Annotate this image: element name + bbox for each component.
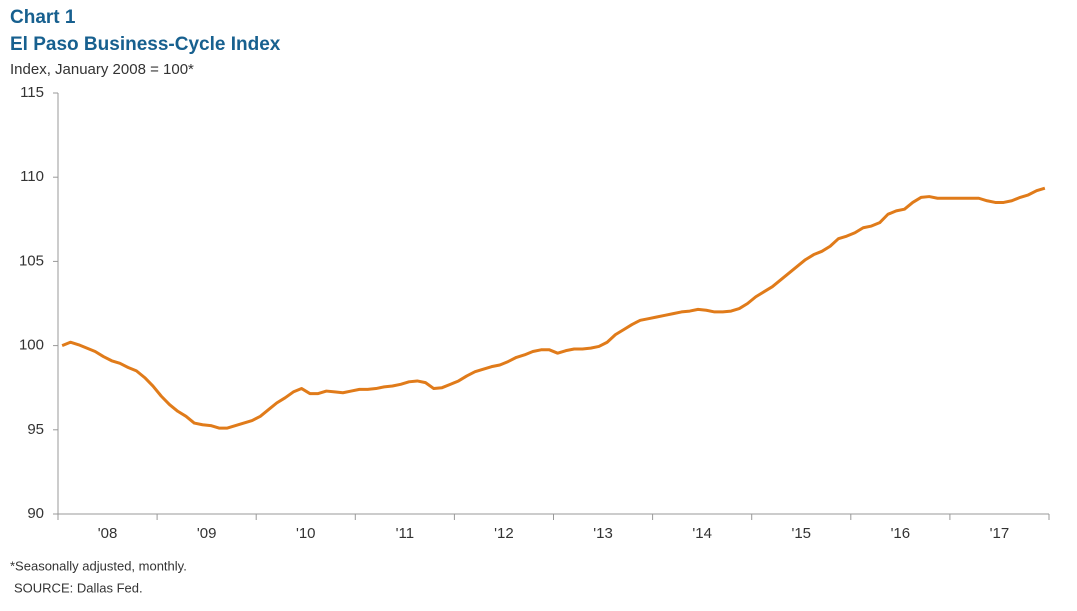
- footnote: *Seasonally adjusted, monthly.: [10, 558, 187, 573]
- x-tick-label: '12: [494, 525, 514, 542]
- chart-title: El Paso Business-Cycle Index: [10, 34, 281, 55]
- chart-label: Chart 1: [10, 7, 76, 28]
- x-tick-label: '10: [296, 525, 316, 542]
- x-tick-label: '17: [990, 525, 1010, 542]
- x-tick-label: '08: [98, 525, 118, 542]
- y-tick-label: 115: [20, 84, 44, 101]
- x-tick-label: '11: [396, 525, 414, 542]
- data-line: [61, 186, 1046, 430]
- x-tick-label: '15: [791, 525, 811, 542]
- x-tick-label: '13: [593, 525, 613, 542]
- y-tick-label: 105: [19, 252, 44, 269]
- x-tick-label: '09: [197, 525, 217, 542]
- source: SOURCE: Dallas Fed.: [14, 580, 143, 595]
- y-tick-label: 90: [27, 505, 44, 522]
- x-tick-label: '16: [891, 525, 911, 542]
- x-tick-label: '14: [692, 525, 712, 542]
- chart-subtitle: Index, January 2008 = 100*: [10, 61, 194, 78]
- y-tick-label: 110: [20, 168, 44, 185]
- y-tick-label: 100: [19, 337, 44, 354]
- y-tick-label: 95: [27, 421, 44, 438]
